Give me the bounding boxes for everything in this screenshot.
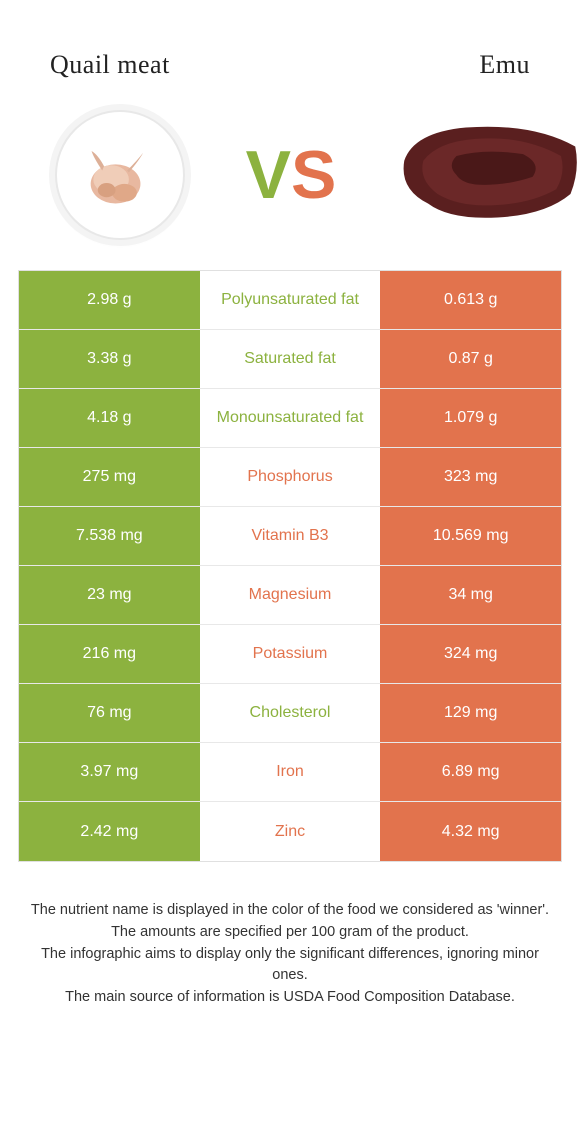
table-row: 3.38 gSaturated fat0.87 g: [19, 330, 561, 389]
right-value-cell: 324 mg: [380, 625, 561, 683]
right-value-cell: 0.613 g: [380, 271, 561, 329]
table-row: 7.538 mgVitamin B310.569 mg: [19, 507, 561, 566]
right-value-cell: 6.89 mg: [380, 743, 561, 801]
right-value-cell: 323 mg: [380, 448, 561, 506]
vs-v-letter: V: [246, 136, 289, 214]
nutrient-label-cell: Polyunsaturated fat: [200, 271, 381, 329]
table-row: 2.42 mgZinc4.32 mg: [19, 802, 561, 861]
table-row: 2.98 gPolyunsaturated fat0.613 g: [19, 271, 561, 330]
left-value-cell: 3.97 mg: [19, 743, 200, 801]
footer-line-2: The amounts are specified per 100 gram o…: [30, 922, 550, 944]
nutrient-label-cell: Cholesterol: [200, 684, 381, 742]
header-row: Quail meat Emu: [0, 0, 580, 100]
table-row: 3.97 mgIron6.89 mg: [19, 743, 561, 802]
table-row: 216 mgPotassium324 mg: [19, 625, 561, 684]
left-value-cell: 2.98 g: [19, 271, 200, 329]
nutrient-label-cell: Phosphorus: [200, 448, 381, 506]
right-value-cell: 0.87 g: [380, 330, 561, 388]
left-value-cell: 216 mg: [19, 625, 200, 683]
quail-meat-icon: [75, 135, 165, 215]
left-value-cell: 23 mg: [19, 566, 200, 624]
table-row: 275 mgPhosphorus323 mg: [19, 448, 561, 507]
left-value-cell: 2.42 mg: [19, 802, 200, 861]
table-row: 76 mgCholesterol129 mg: [19, 684, 561, 743]
left-value-cell: 76 mg: [19, 684, 200, 742]
left-value-cell: 7.538 mg: [19, 507, 200, 565]
footer-line-1: The nutrient name is displayed in the co…: [30, 900, 550, 922]
nutrient-label-cell: Saturated fat: [200, 330, 381, 388]
plate-icon: [55, 110, 185, 240]
vs-label: V S: [246, 136, 335, 214]
table-row: 23 mgMagnesium34 mg: [19, 566, 561, 625]
nutrient-label-cell: Vitamin B3: [200, 507, 381, 565]
nutrient-table: 2.98 gPolyunsaturated fat0.613 g3.38 gSa…: [18, 270, 562, 862]
nutrient-label-cell: Zinc: [200, 802, 381, 861]
right-value-cell: 34 mg: [380, 566, 561, 624]
right-value-cell: 4.32 mg: [380, 802, 561, 861]
right-food-image: [390, 105, 580, 245]
nutrient-label-cell: Magnesium: [200, 566, 381, 624]
left-food-title: Quail meat: [50, 50, 170, 80]
left-food-image: [0, 105, 190, 245]
footer-line-4: The main source of information is USDA F…: [30, 987, 550, 1009]
left-value-cell: 4.18 g: [19, 389, 200, 447]
nutrient-label-cell: Potassium: [200, 625, 381, 683]
table-row: 4.18 gMonounsaturated fat1.079 g: [19, 389, 561, 448]
nutrient-label-cell: Monounsaturated fat: [200, 389, 381, 447]
left-value-cell: 3.38 g: [19, 330, 200, 388]
emu-meat-icon: [390, 115, 580, 235]
nutrient-label-cell: Iron: [200, 743, 381, 801]
left-value-cell: 275 mg: [19, 448, 200, 506]
footer-line-3: The infographic aims to display only the…: [30, 944, 550, 988]
images-row: V S: [0, 100, 580, 270]
footer-notes: The nutrient name is displayed in the co…: [0, 862, 580, 1009]
right-value-cell: 1.079 g: [380, 389, 561, 447]
right-food-title: Emu: [479, 50, 530, 80]
vs-s-letter: S: [291, 136, 334, 214]
right-value-cell: 10.569 mg: [380, 507, 561, 565]
right-value-cell: 129 mg: [380, 684, 561, 742]
